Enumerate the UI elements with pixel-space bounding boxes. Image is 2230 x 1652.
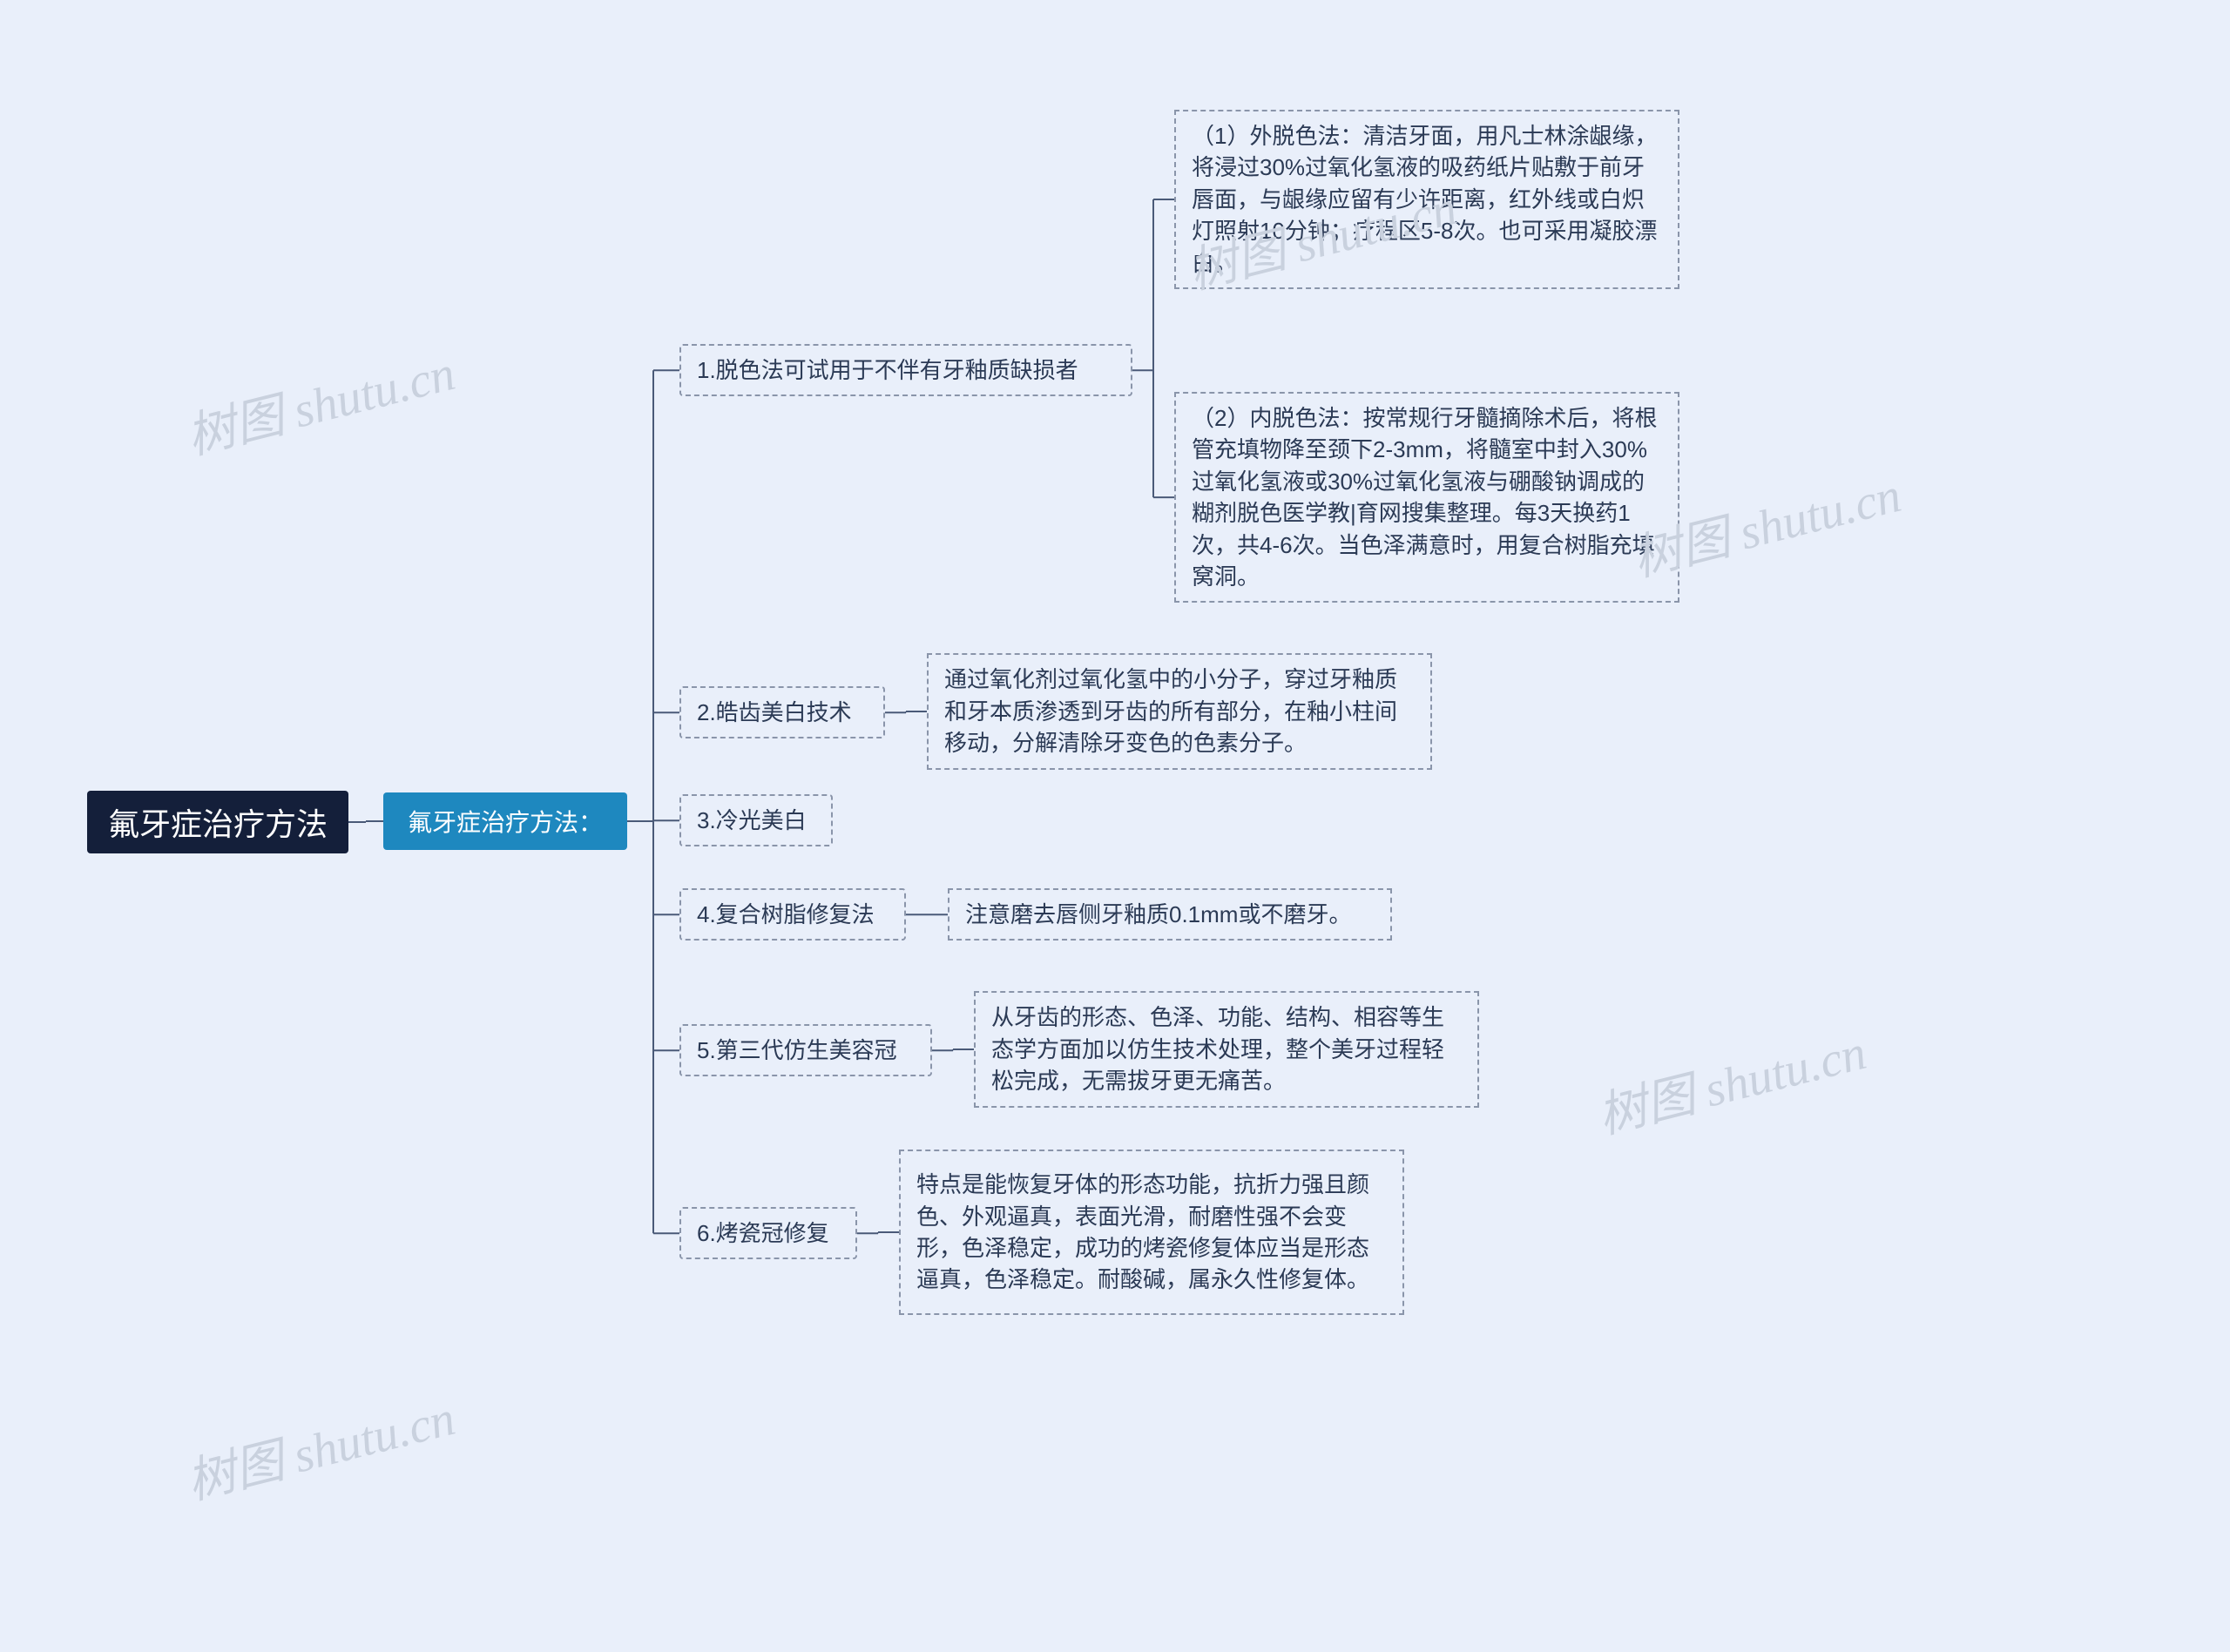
detail-label: 特点是能恢复牙体的形态功能，抗折力强且颜色、外观逼真，表面光滑，耐磨性强不会变形… xyxy=(916,1169,1387,1296)
leaf-node: 1.脱色法可试用于不伴有牙釉质缺损者 xyxy=(679,344,1132,396)
leaf-label: 5.第三代仿生美容冠 xyxy=(697,1035,897,1066)
category-node: 氟牙症治疗方法： xyxy=(383,792,627,850)
detail-label: 注意磨去唇侧牙釉质0.1mm或不磨牙。 xyxy=(965,899,1351,930)
leaf-node: 4.复合树脂修复法 xyxy=(679,888,906,941)
leaf-label: 1.脱色法可试用于不伴有牙釉质缺损者 xyxy=(697,354,1078,386)
watermark: 树图 shutu.cn xyxy=(179,1379,461,1514)
detail-label: 从牙齿的形态、色泽、功能、结构、相容等生态学方面加以仿生技术处理，整个美牙过程轻… xyxy=(991,1001,1462,1096)
cat-label: 氟牙症治疗方法： xyxy=(408,804,603,839)
leaf-label: 6.烤瓷冠修复 xyxy=(697,1217,829,1249)
leaf-node: 注意磨去唇侧牙釉质0.1mm或不磨牙。 xyxy=(948,888,1392,941)
leaf-label: 3.冷光美白 xyxy=(697,805,807,836)
detail-label: 通过氧化剂过氧化氢中的小分子，穿过牙釉质和牙本质渗透到牙齿的所有部分，在釉小柱间… xyxy=(944,664,1415,759)
leaf-node: 特点是能恢复牙体的形态功能，抗折力强且颜色、外观逼真，表面光滑，耐磨性强不会变形… xyxy=(899,1150,1404,1315)
watermark: 树图 shutu.cn xyxy=(1590,1013,1872,1148)
leaf-node: 通过氧化剂过氧化氢中的小分子，穿过牙釉质和牙本质渗透到牙齿的所有部分，在釉小柱间… xyxy=(927,653,1432,770)
leaf-node: 从牙齿的形态、色泽、功能、结构、相容等生态学方面加以仿生技术处理，整个美牙过程轻… xyxy=(974,991,1479,1108)
detail-label: （2）内脱色法：按常规行牙髓摘除术后，将根管充填物降至颈下2-3mm，将髓室中封… xyxy=(1192,402,1662,592)
leaf-node: （2）内脱色法：按常规行牙髓摘除术后，将根管充填物降至颈下2-3mm，将髓室中封… xyxy=(1174,392,1679,603)
leaf-node: （1）外脱色法：清洁牙面，用凡士林涂龈缘，将浸过30%过氧化氢液的吸药纸片贴敷于… xyxy=(1174,110,1679,289)
leaf-label: 4.复合树脂修复法 xyxy=(697,899,875,930)
leaf-node: 6.烤瓷冠修复 xyxy=(679,1207,857,1259)
leaf-label: 2.皓齿美白技术 xyxy=(697,697,852,728)
watermark: 树图 shutu.cn xyxy=(179,334,461,469)
leaf-node: 3.冷光美白 xyxy=(679,794,833,846)
mindmap-canvas: 氟牙症治疗方法 氟牙症治疗方法： 1.脱色法可试用于不伴有牙釉质缺损者 2.皓齿美白技… xyxy=(0,0,2230,1652)
root-node: 氟牙症治疗方法 xyxy=(87,791,348,853)
leaf-node: 5.第三代仿生美容冠 xyxy=(679,1024,932,1076)
detail-label: （1）外脱色法：清洁牙面，用凡士林涂龈缘，将浸过30%过氧化氢液的吸药纸片贴敷于… xyxy=(1192,120,1662,279)
root-label: 氟牙症治疗方法 xyxy=(108,799,328,845)
leaf-node: 2.皓齿美白技术 xyxy=(679,686,885,738)
